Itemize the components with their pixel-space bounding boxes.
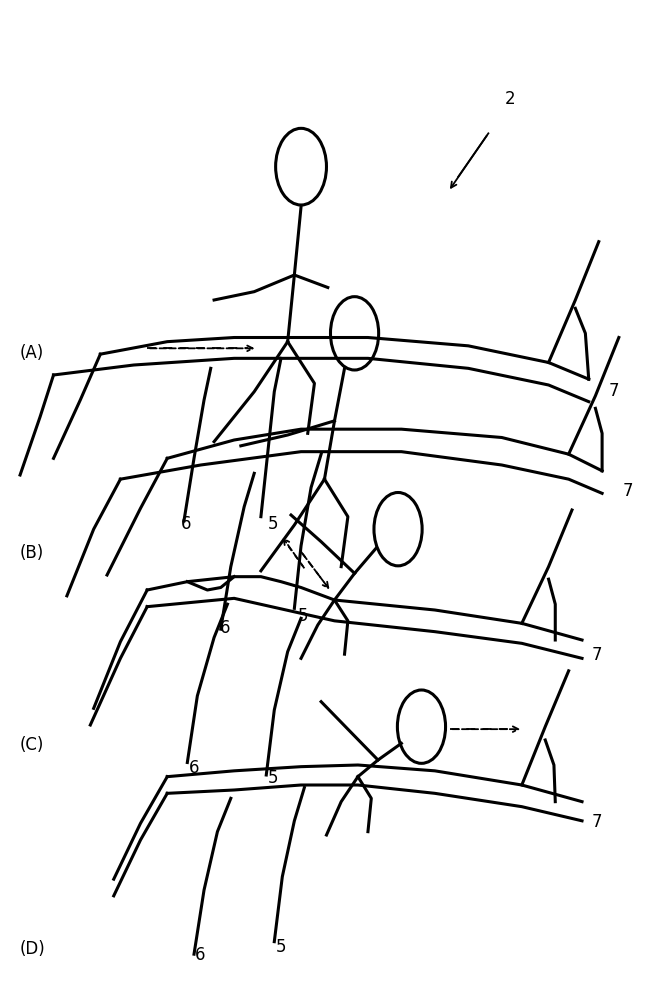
Text: 6: 6 (189, 759, 199, 777)
Text: 6: 6 (181, 515, 191, 533)
Text: (C): (C) (20, 736, 44, 754)
Text: 5: 5 (268, 515, 278, 533)
Text: 5: 5 (298, 607, 308, 625)
Text: (B): (B) (20, 544, 44, 562)
Text: 6: 6 (195, 946, 206, 964)
Text: 6: 6 (219, 619, 230, 637)
Text: (D): (D) (20, 940, 45, 958)
Text: 5: 5 (268, 769, 278, 787)
Text: (A): (A) (20, 344, 44, 362)
Text: 5: 5 (276, 938, 286, 956)
Text: 7: 7 (609, 382, 619, 400)
Text: 2: 2 (505, 90, 516, 108)
Text: 7: 7 (592, 813, 603, 831)
Text: 7: 7 (592, 646, 603, 664)
Text: 7: 7 (622, 482, 633, 500)
